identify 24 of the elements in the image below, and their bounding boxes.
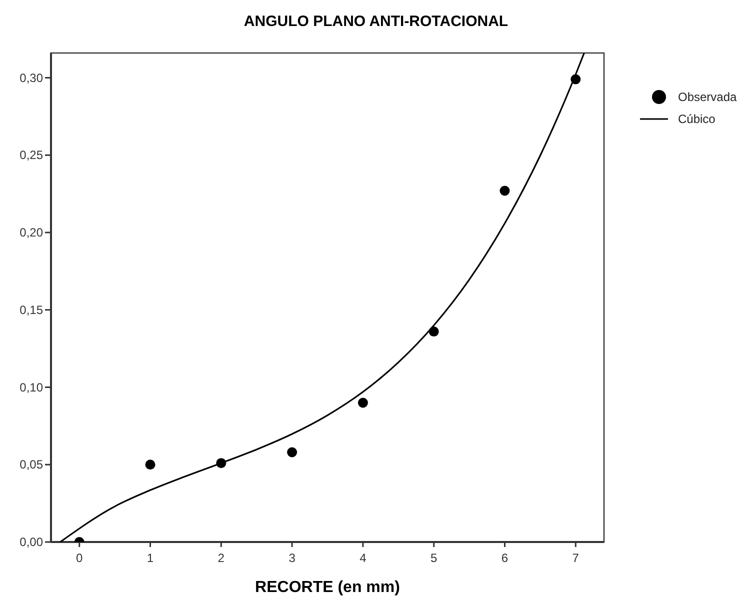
- chart-title: ANGULO PLANO ANTI-ROTACIONAL: [244, 13, 508, 30]
- y-tick-label: 0,25: [20, 148, 44, 162]
- x-tick-label: 0: [76, 551, 84, 565]
- y-tick-label: 0,30: [20, 70, 44, 85]
- y-tick-label: 0,15: [20, 302, 44, 317]
- x-tick-label: 4: [360, 551, 367, 565]
- line-series: [59, 53, 585, 542]
- x-tick-label: 7: [572, 551, 580, 565]
- legend-label: Observada: [678, 90, 738, 104]
- point: [500, 186, 510, 196]
- y-tick-label: 0,05: [20, 458, 44, 472]
- y-tick-label: 0,00: [20, 535, 44, 549]
- x-tick-label: 2: [218, 551, 225, 565]
- x-tick-label: 3: [288, 551, 296, 565]
- point: [358, 398, 368, 408]
- y-tick-label: 0,20: [20, 226, 44, 240]
- point: [287, 447, 298, 458]
- point: [145, 460, 156, 470]
- x-tick-label: 5: [430, 551, 438, 565]
- x-tick-label: 1: [146, 551, 154, 565]
- legend-label: Cúbico: [678, 112, 716, 126]
- x-tick-label: 6: [501, 551, 508, 565]
- x-axis-title: RECORTE (en mm): [255, 579, 400, 596]
- y-tick-label: 0,10: [20, 380, 44, 394]
